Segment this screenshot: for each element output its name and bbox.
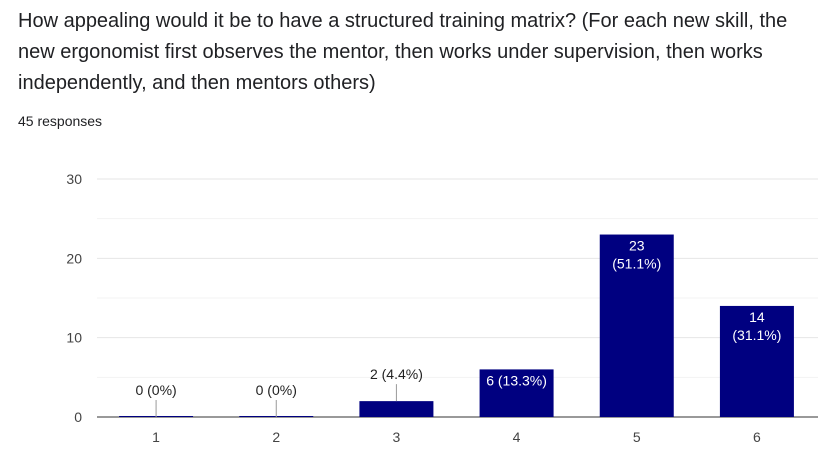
x-tick-label: 6 xyxy=(753,429,761,445)
data-label: 14 xyxy=(749,309,765,325)
question-title: How appealing would it be to have a stru… xyxy=(18,10,788,94)
data-label: 6 (13.3%) xyxy=(486,372,547,388)
y-axis-ticks: 0 10 20 30 xyxy=(66,171,82,425)
x-tick-label: 1 xyxy=(152,429,160,445)
data-label: 2 (4.4%) xyxy=(370,366,423,382)
data-label: 0 (0%) xyxy=(256,382,297,398)
y-tick-label: 10 xyxy=(66,330,82,346)
data-label: (51.1%) xyxy=(612,256,661,272)
bar-5 xyxy=(599,234,674,417)
y-tick-label: 30 xyxy=(66,171,82,187)
y-tick-label: 20 xyxy=(66,250,82,266)
bar-3 xyxy=(359,401,434,417)
data-label: (31.1%) xyxy=(732,327,781,343)
x-tick-label: 3 xyxy=(393,429,401,445)
data-label: 23 xyxy=(629,238,645,254)
x-tick-label: 4 xyxy=(513,429,521,445)
chart-gridlines xyxy=(97,178,818,418)
x-axis-ticks: 1 2 3 4 5 6 xyxy=(152,429,761,445)
data-label: 0 (0%) xyxy=(135,382,176,398)
bar-4 xyxy=(479,369,554,417)
response-count: 45 responses xyxy=(18,113,103,129)
chart-bars xyxy=(119,234,794,417)
x-tick-label: 2 xyxy=(272,429,280,445)
data-labels: 0 (0%) 0 (0%) 2 (4.4%) 6 (13.3%) 23 (51.1%) 14… xyxy=(135,238,781,417)
bar-6 xyxy=(719,305,794,417)
y-tick-label: 0 xyxy=(74,409,82,425)
x-tick-label: 5 xyxy=(633,429,641,445)
